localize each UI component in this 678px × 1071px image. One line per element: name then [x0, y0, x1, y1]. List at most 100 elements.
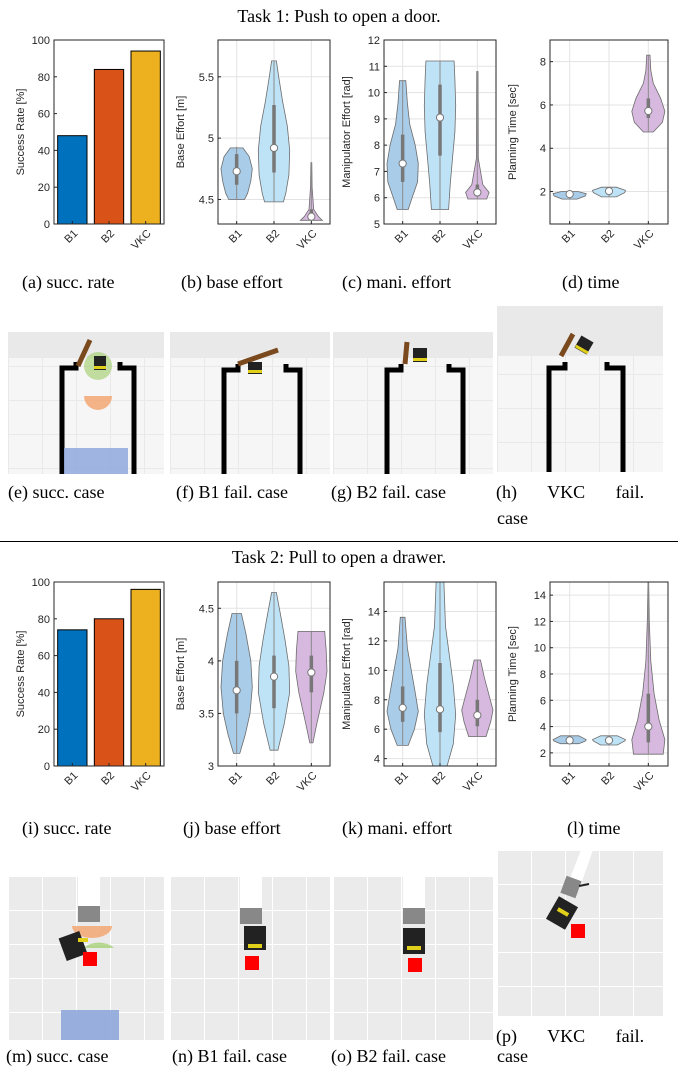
x-tick-label: VKC [295, 770, 320, 795]
scene-m-success-case [8, 876, 164, 1040]
caption-b: (b) base effort [181, 272, 283, 292]
median-b2 [604, 736, 614, 745]
scene-g-b2-fail-case [333, 332, 493, 474]
y-tick-label: 5.5 [199, 72, 214, 84]
x-tick-label: VKC [632, 228, 657, 253]
caption-c: (c) mani. effort [342, 272, 452, 292]
y-tick-label: 4.5 [199, 194, 214, 206]
y-tick-label: 3 [208, 761, 214, 773]
caption-j: (j) base effort [183, 818, 281, 838]
median-b1 [565, 190, 574, 199]
x-tick-label: B1 [62, 770, 80, 788]
y-tick-label: 5 [374, 219, 380, 231]
y-axis-label: Planning Time [sec] [507, 626, 519, 722]
y-axis-label: Manipulator Effort [rad] [341, 618, 353, 730]
violins [552, 582, 666, 755]
median-b1 [232, 686, 241, 695]
caption-a: (a) succ. rate [22, 272, 115, 292]
median-b1 [565, 736, 574, 745]
caption-n: (n) B1 fail. case [172, 1046, 287, 1066]
median-vkc [307, 212, 316, 221]
y-tick-label: 2 [540, 748, 546, 760]
median-b2 [604, 186, 614, 196]
x-tick-label: B2 [599, 228, 617, 246]
y-tick-label: 14 [534, 590, 546, 602]
chart-k-mani-effort: 4 6 8 10 12 14 B1 B2 VKC Manipulator Effort [rad] [341, 581, 497, 794]
x-tick-label: B1 [560, 228, 578, 246]
violins [386, 582, 494, 766]
y-tick-label: 5 [208, 133, 214, 145]
median-b2 [435, 113, 445, 122]
caption-h-cont: case [497, 508, 528, 528]
y-tick-label: 60 [38, 651, 50, 663]
median-b2 [269, 143, 279, 153]
task2-title: Task 2: Pull to open a drawer. [231, 547, 447, 567]
bar-vkc [130, 588, 161, 767]
scene-o-b2-fail-case [333, 876, 493, 1040]
scene-e-success-case [8, 332, 164, 474]
y-tick-label: 12 [368, 35, 380, 47]
caption-o: (o) B2 fail. case [331, 1046, 446, 1066]
median-vkc [473, 711, 482, 720]
task1-title: Task 1: Push to open a door. [237, 6, 441, 26]
y-tick-label: 9 [374, 114, 380, 126]
y-tick-label: 8 [540, 57, 546, 69]
y-tick-label: 6 [374, 724, 380, 736]
y-tick-label: 12 [534, 616, 546, 628]
chart-d-planning-time: 2 4 6 8 B1 B2 VKC Planning Time [sec] [507, 39, 669, 253]
bar-vkc [130, 50, 161, 225]
caption-f: (f) B1 fail. case [176, 482, 288, 502]
median-b1 [232, 167, 241, 176]
violins [552, 54, 666, 200]
y-tick-label: 10 [534, 643, 546, 655]
y-tick-label: 10 [368, 88, 380, 100]
y-tick-label: 8 [374, 695, 380, 707]
x-tick-label: B2 [99, 228, 117, 246]
scene-h-vkc-fail-case [497, 306, 663, 472]
chart-j-base-effort: 3 3.5 4 4.5 B1 B2 VKC Base Effort [m] [175, 581, 331, 795]
median-vkc [307, 668, 316, 677]
y-tick-label: 14 [368, 606, 380, 618]
caption-p: (p) VKC fail. [496, 1026, 645, 1046]
median-b2 [269, 672, 279, 681]
x-tick-label: B1 [227, 228, 245, 246]
x-tick-label: B1 [393, 228, 411, 246]
x-tick-label: VKC [632, 770, 657, 795]
section-divider [0, 541, 678, 542]
y-axis-label: Manipulator Effort [rad] [341, 76, 353, 188]
median-b2 [435, 705, 445, 714]
violins [386, 60, 490, 210]
y-tick-label: 60 [38, 109, 50, 121]
caption-i: (i) succ. rate [22, 818, 112, 838]
violins [220, 592, 328, 754]
caption-h: (h) VKC fail. [496, 482, 645, 502]
y-tick-label: 7 [374, 166, 380, 178]
caption-p-cont: case [497, 1046, 528, 1066]
y-tick-label: 40 [38, 687, 50, 699]
y-axis-label: Success Rate [%] [15, 89, 27, 176]
y-tick-label: 8 [374, 140, 380, 152]
y-tick-label: 6 [540, 100, 546, 112]
x-tick-label: B2 [599, 770, 617, 788]
x-tick-label: B1 [560, 770, 578, 788]
bar-b2 [93, 68, 125, 225]
chart-l-planning-time: 2 4 6 8 10 12 14 B1 B2 VKC Planning Time [sec] [507, 581, 669, 795]
x-tick-label: B2 [264, 228, 282, 246]
y-tick-label: 3.5 [199, 708, 214, 720]
x-tick-label: VKC [461, 228, 486, 253]
y-axis-label: Base Effort [m] [175, 96, 187, 169]
caption-k: (k) mani. effort [342, 818, 453, 838]
y-tick-label: 0 [44, 219, 50, 231]
scene-n-b1-fail-case [170, 876, 330, 1040]
x-tick-label: B1 [227, 770, 245, 788]
y-tick-label: 80 [38, 72, 50, 84]
caption-g: (g) B2 fail. case [331, 482, 446, 502]
median-vkc [644, 106, 653, 116]
caption-m: (m) succ. case [6, 1046, 109, 1066]
median-b1 [398, 159, 407, 168]
y-axis-label: Success Rate [%] [15, 631, 27, 718]
y-tick-label: 2 [540, 187, 546, 199]
y-tick-label: 12 [368, 636, 380, 648]
chart-b-base-effort: 4.5 5 5.5 B1 B2 VKC Base Effort [m] [175, 39, 331, 252]
chart-a-success-rate: 0 20 40 60 80 100 B1 B2 VKC Success Rate [%] [15, 35, 165, 252]
